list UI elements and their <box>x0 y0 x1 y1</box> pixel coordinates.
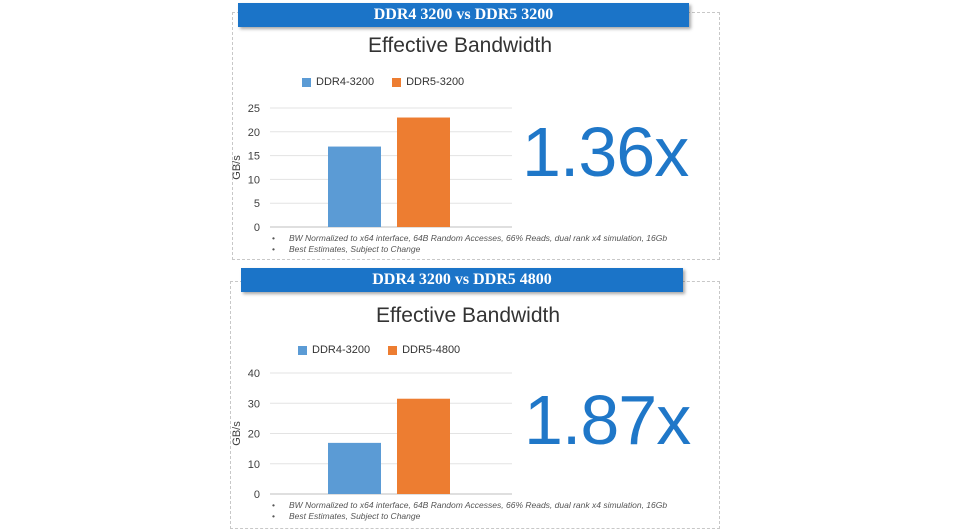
y-tick-label: 20 <box>248 429 260 441</box>
y-axis-label: GB/s <box>231 155 243 180</box>
y-tick-label: 20 <box>248 127 260 139</box>
legend-swatch-ddr5 <box>388 345 398 355</box>
panel-2-bar-chart: 0 10 20 30 40 GB/s <box>231 368 512 501</box>
legend-label-ddr4: DDR4-3200 <box>312 344 371 356</box>
legend-item-ddr4: DDR4-3200 <box>298 344 370 356</box>
panel-2-footnotes: BW Normalized to x64 interface, 64B Rand… <box>272 500 667 522</box>
bar-ddr4-3200 <box>328 442 381 494</box>
legend-item-ddr5: DDR5-3200 <box>392 76 464 88</box>
legend-label-ddr5: DDR5-4800 <box>402 344 461 356</box>
footnote-item: Best Estimates, Subject to Change <box>272 244 667 255</box>
y-tick-label: 10 <box>248 459 260 471</box>
legend-swatch-ddr4 <box>298 345 307 355</box>
panel-2-legend: DDR4-3200 DDR5-4800 <box>298 344 478 356</box>
y-tick-label: 40 <box>248 368 260 380</box>
panel-2-banner: DDR4 3200 vs DDR5 4800 <box>241 268 683 292</box>
panel-2-chart-title: Effective Bandwidth <box>375 304 561 327</box>
panel-1-multiplier: 1.36x <box>522 113 689 191</box>
y-tick-label: 10 <box>248 174 260 186</box>
chart-panel-1 <box>232 12 720 260</box>
y-tick-label: 0 <box>254 222 260 234</box>
panel-1-legend: DDR4-3200 DDR5-3200 <box>302 76 482 88</box>
y-tick-label: 30 <box>248 398 260 410</box>
panel-1-footnotes: BW Normalized to x64 interface, 64B Rand… <box>272 233 667 255</box>
y-tick-label: 5 <box>254 198 260 210</box>
legend-swatch-ddr4 <box>302 77 311 87</box>
y-tick-label: 25 <box>248 103 260 115</box>
y-tick-label: 15 <box>248 151 260 163</box>
bar-ddr5-3200 <box>397 117 450 227</box>
panel-1-chart-title: Effective Bandwidth <box>367 34 553 57</box>
footnote-item: Best Estimates, Subject to Change <box>272 511 667 522</box>
bar-ddr4-3200 <box>328 146 381 227</box>
panel-1-banner: DDR4 3200 vs DDR5 3200 <box>238 3 689 27</box>
legend-label-ddr4: DDR4-3200 <box>316 76 375 88</box>
footnote-item: BW Normalized to x64 interface, 64B Rand… <box>272 233 667 244</box>
legend-swatch-ddr5 <box>392 77 402 87</box>
panel-1-bar-chart: 0 5 10 15 20 25 GB/s <box>231 103 512 234</box>
y-axis-label: GB/s <box>231 421 243 446</box>
legend-item-ddr5: DDR5-4800 <box>388 344 460 356</box>
bar-ddr5-4800 <box>397 398 450 494</box>
legend-label-ddr5: DDR5-3200 <box>406 76 465 88</box>
legend-item-ddr4: DDR4-3200 <box>302 76 374 88</box>
footnote-item: BW Normalized to x64 interface, 64B Rand… <box>272 500 667 511</box>
y-tick-label: 0 <box>254 489 260 501</box>
panel-2-multiplier: 1.87x <box>524 381 691 459</box>
